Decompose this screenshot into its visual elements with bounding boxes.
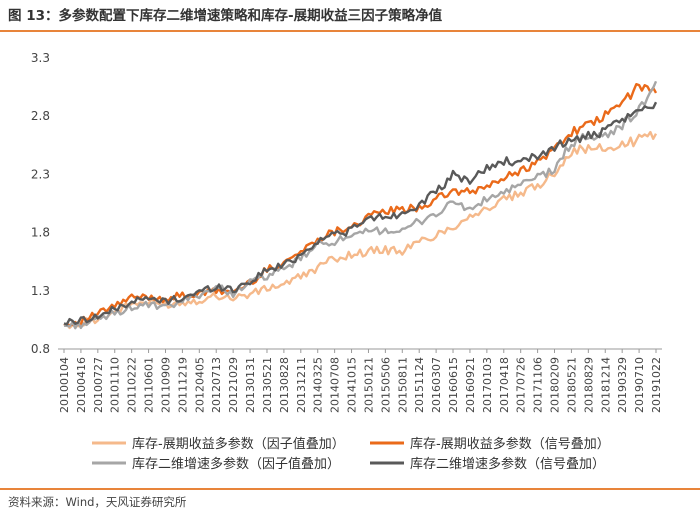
x-tick-label: 20110909 (159, 357, 172, 413)
figure-title: 图 13：多参数配置下库存二维增速策略和库存-展期收益三因子策略净值 (8, 8, 443, 24)
x-tick-label: 20150121 (362, 357, 375, 413)
x-tick-label: 20100416 (75, 357, 88, 413)
x-tick-label: 20190710 (633, 357, 646, 413)
y-tick-label: 1.8 (31, 226, 50, 240)
y-axis: 0.8 1.3 1.8 2.3 2.8 3.3 (31, 51, 50, 356)
x-tick-label: 20180521 (565, 357, 578, 413)
x-tick-label: 20160307 (430, 357, 443, 413)
x-tick-label: 20111219 (176, 357, 189, 413)
x-tick-label: 20130521 (261, 357, 274, 413)
x-tick-label: 20191022 (650, 357, 663, 413)
x-axis: 20100104 20100416 20100727 20101110 20110222… (58, 348, 663, 413)
x-tick-label: 20130828 (278, 357, 291, 413)
x-tick-label: 20171106 (532, 357, 545, 413)
legend-label: 库存二维增速多参数（因子值叠加） (132, 456, 340, 472)
x-tick-label: 20100727 (92, 357, 105, 413)
legend-label: 库存-展期收益多参数（信号叠加） (410, 436, 610, 452)
series-line (63, 83, 658, 327)
series-lines (63, 80, 658, 330)
series-line (63, 80, 658, 330)
y-tick-label: 2.8 (31, 109, 50, 123)
x-tick-label: 20170726 (515, 357, 528, 413)
top-rule (0, 30, 700, 32)
bottom-rule (0, 488, 700, 490)
x-tick-label: 20150506 (379, 357, 392, 413)
y-tick-label: 1.3 (31, 284, 50, 298)
x-tick-label: 20140708 (329, 357, 342, 413)
x-tick-label: 20151124 (413, 357, 426, 413)
x-tick-label: 20150811 (396, 357, 409, 413)
series-line (63, 101, 658, 326)
x-tick-label: 20100104 (58, 357, 71, 413)
y-tick-label: 2.3 (31, 167, 50, 181)
x-tick-label: 20190329 (616, 357, 629, 413)
legend: 库存-展期收益多参数（因子值叠加） 库存-展期收益多参数（信号叠加） 库存二维增速多… (92, 436, 610, 472)
y-tick-label: 0.8 (31, 342, 50, 356)
legend-label: 库存-展期收益多参数（因子值叠加） (132, 436, 345, 452)
x-tick-label: 20121029 (227, 357, 240, 413)
x-tick-label: 20110601 (143, 357, 156, 413)
x-tick-label: 20160615 (447, 357, 460, 413)
legend-label: 库存二维增速多参数（信号叠加） (410, 456, 605, 472)
x-tick-label: 20180209 (549, 357, 562, 413)
x-tick-label: 20170103 (481, 357, 494, 413)
y-tick-label: 3.3 (31, 51, 50, 65)
x-tick-label: 20140325 (312, 357, 325, 413)
x-tick-label: 20181214 (599, 357, 612, 413)
x-tick-label: 20170418 (498, 357, 511, 413)
x-tick-label: 20130131 (244, 357, 257, 413)
x-tick-label: 20180829 (582, 357, 595, 413)
x-tick-label: 20101110 (109, 357, 122, 413)
x-tick-label: 20160921 (464, 357, 477, 413)
x-tick-label: 20131211 (295, 357, 308, 413)
source-note: 资料来源：Wind，天风证券研究所 (8, 495, 187, 509)
x-tick-label: 20141015 (346, 357, 359, 413)
x-tick-label: 20110222 (126, 357, 139, 413)
x-tick-label: 20120405 (193, 357, 206, 413)
x-tick-label: 20120713 (210, 357, 223, 413)
